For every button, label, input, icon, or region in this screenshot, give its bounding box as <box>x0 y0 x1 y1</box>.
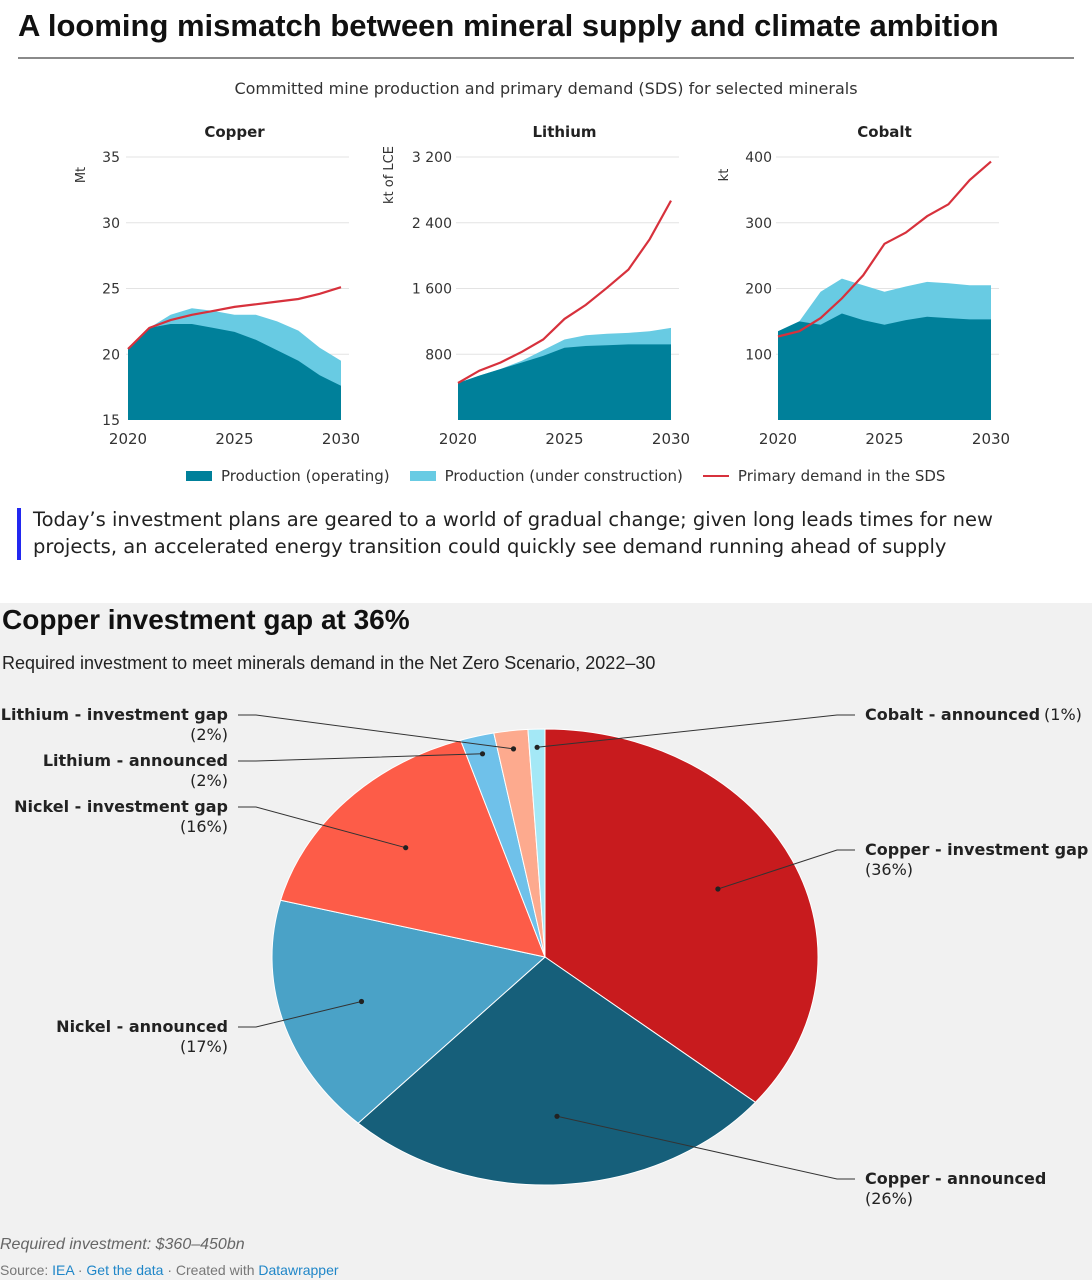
x-tick-label: 2030 <box>972 430 1010 448</box>
supply-demand-panel: A looming mismatch between mineral suppl… <box>0 0 1092 603</box>
legend-label-demand: Primary demand in the SDS <box>737 467 946 485</box>
get-the-data-link[interactable]: Get the data <box>86 1262 164 1278</box>
y-tick-label: 30 <box>102 216 120 232</box>
source-label: Source: <box>0 1262 49 1278</box>
panel-cobalt: Cobalt 100 200 300 400 kt 2020 2025 2030 <box>717 123 1010 448</box>
legend-item-operating: Production (operating) <box>186 467 390 485</box>
note-text: Today’s investment plans are geared to a… <box>33 508 993 558</box>
pie-label-cobalt-announced: Cobalt - announced (1%) <box>865 705 1082 724</box>
leader-dot <box>534 744 540 750</box>
y-tick-label: 300 <box>745 216 772 232</box>
x-tick-label: 2025 <box>545 430 583 448</box>
pie-value-label: (2%) <box>190 771 228 790</box>
y-tick-label: 2 400 <box>412 216 452 232</box>
x-tick-label: 2025 <box>865 430 903 448</box>
leader-line <box>238 753 483 762</box>
source-separator: · <box>167 1262 173 1278</box>
y-tick-label: 100 <box>745 347 772 363</box>
x-tick-label: 2020 <box>759 430 797 448</box>
line-primary-demand <box>777 160 992 338</box>
required-investment-note: Required investment: $360–450bn <box>0 1236 245 1253</box>
x-tick-label: 2030 <box>322 430 360 448</box>
investment-pie-chart: Copper - investment gap(36%) Copper - ann… <box>1 705 1089 1208</box>
legend-item-under-construction: Production (under construction) <box>409 467 683 485</box>
pie-value-label: (26%) <box>865 1189 913 1208</box>
leader-line <box>238 1001 362 1028</box>
legend-swatch-operating <box>186 471 212 481</box>
pie-subtitle: Required investment to meet minerals dem… <box>2 653 656 673</box>
pie-label-nickel-announced: Nickel - announced <box>56 1017 228 1036</box>
area-operating <box>458 344 671 420</box>
legend-swatch-under-construction <box>409 471 436 481</box>
y-axis-label: kt of LCE <box>382 146 397 204</box>
legend-item-demand: Primary demand in the SDS <box>702 467 946 485</box>
pie-label-copper-announced: Copper - announced <box>865 1169 1046 1188</box>
y-tick-label: 20 <box>102 347 120 363</box>
chart-legend: Production (operating) Production (under… <box>186 465 965 487</box>
leader-dot <box>479 751 486 757</box>
leader-dot <box>554 1113 560 1119</box>
panel-title: Lithium <box>533 123 597 141</box>
source-link-iea[interactable]: IEA <box>52 1262 74 1278</box>
leader-dot <box>715 886 721 892</box>
x-tick-label: 2020 <box>439 430 477 448</box>
area-operating <box>128 324 341 420</box>
y-tick-label: 200 <box>745 282 772 298</box>
y-tick-label: 400 <box>745 150 772 166</box>
leader-line <box>537 714 855 748</box>
main-title: A looming mismatch between mineral suppl… <box>18 8 999 43</box>
leader-dot <box>510 746 517 752</box>
y-tick-label: 3 200 <box>412 150 452 166</box>
legend-label-under-construction: Production (under construction) <box>444 467 683 485</box>
leader-line <box>717 849 855 890</box>
pie-slice-copper-investment-gap <box>544 728 819 1103</box>
x-tick-label: 2030 <box>652 430 690 448</box>
source-line: Source: IEA · Get the data · Created wit… <box>0 1262 339 1278</box>
note-accent-bar <box>17 508 21 560</box>
chart-subtitle: Committed mine production and primary de… <box>234 79 858 98</box>
y-tick-label: 25 <box>102 282 120 298</box>
leader-line <box>238 806 406 849</box>
x-tick-label: 2025 <box>215 430 253 448</box>
pie-label-copper-investment-gap: Copper - investment gap <box>865 840 1088 859</box>
y-axis-label: Mt <box>74 167 89 183</box>
pie-value-label: (17%) <box>180 1037 228 1056</box>
pie-value-label: (36%) <box>865 860 913 879</box>
y-tick-label: 800 <box>425 347 452 363</box>
x-tick-label: 2020 <box>109 430 147 448</box>
pie-slice-copper-announced <box>357 956 757 1186</box>
legend-label-operating: Production (operating) <box>221 467 390 485</box>
y-tick-label: 15 <box>102 413 120 429</box>
leader-dot <box>403 845 409 851</box>
pie-title: Copper investment gap at 36% <box>2 604 410 635</box>
datawrapper-link[interactable]: Datawrapper <box>258 1262 339 1278</box>
panel-title: Cobalt <box>857 123 912 141</box>
pie-slice-nickel-investment-gap <box>279 739 546 958</box>
legend-swatch-demand <box>702 475 729 477</box>
area-operating <box>778 313 991 420</box>
pie-label-nickel-investment-gap: Nickel - investment gap <box>14 797 228 816</box>
title-divider <box>18 57 1074 59</box>
y-tick-label: 1 600 <box>412 282 452 298</box>
pie-label-lithium-announced: Lithium - announced <box>43 751 228 770</box>
y-tick-label: 35 <box>102 150 120 166</box>
pie-slice-cobalt-announced <box>527 728 546 958</box>
pie-value-label: (16%) <box>180 817 228 836</box>
created-with-label: Created with <box>175 1262 255 1278</box>
y-axis-label: kt <box>717 169 732 182</box>
leader-dot <box>358 998 365 1005</box>
leader-line <box>556 1115 855 1180</box>
source-separator: · <box>77 1262 83 1278</box>
panel-title: Copper <box>204 123 265 141</box>
leader-line <box>238 714 514 750</box>
panel-lithium: Lithium 800 1 600 2 400 3 200 kt of LCE 2020 20… <box>382 123 690 448</box>
pie-value-label: (1%) <box>1044 705 1082 724</box>
line-primary-demand <box>457 200 672 384</box>
pie-value-label: (2%) <box>190 725 228 744</box>
pie-label-lithium-investment-gap: Lithium - investment gap <box>1 705 228 724</box>
line-primary-demand <box>127 286 342 350</box>
